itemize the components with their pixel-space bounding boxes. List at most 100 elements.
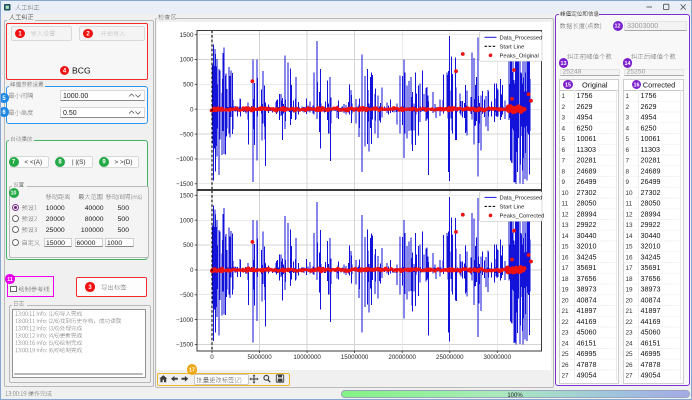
svg-text:5: 5 [562,136,566,143]
svg-text:0: 0 [210,354,214,361]
svg-text:49054: 49054 [641,371,661,380]
svg-text:22: 22 [562,319,570,326]
svg-text:10000: 10000 [46,205,65,212]
svg-text:6: 6 [2,110,6,116]
svg-text:40874: 40874 [577,295,597,304]
svg-text:9: 9 [562,179,566,186]
svg-text:1756: 1756 [641,91,657,100]
svg-text:Start Line: Start Line [500,205,525,211]
svg-text:4954: 4954 [577,113,593,122]
svg-text:16: 16 [562,254,570,261]
svg-text:13: 13 [561,61,567,67]
svg-text:27: 27 [562,373,570,380]
svg-text:11: 11 [7,277,13,283]
svg-text:18: 18 [626,276,634,283]
svg-text:14: 14 [562,233,570,240]
svg-text:46995: 46995 [641,349,661,358]
svg-text:2629: 2629 [577,102,593,111]
svg-text:500: 500 [183,242,194,249]
svg-text:25000: 25000 [46,227,65,234]
svg-text:17: 17 [626,265,634,272]
svg-text:37656: 37656 [577,274,597,283]
svg-text:16: 16 [626,254,634,261]
svg-text:20281: 20281 [577,156,597,165]
svg-text:25248: 25248 [563,68,582,75]
svg-text:1000: 1000 [107,240,122,247]
svg-text:12: 12 [562,212,570,219]
svg-text:24: 24 [562,340,570,347]
svg-text:28994: 28994 [577,210,597,219]
svg-text:25250: 25250 [627,68,646,75]
svg-text:500: 500 [118,227,130,234]
svg-text:2: 2 [626,104,630,111]
svg-text:33003000: 33003000 [627,23,658,30]
svg-text:27302: 27302 [577,188,597,197]
svg-text:10000000: 10000000 [293,354,321,361]
svg-text:6: 6 [562,147,566,154]
svg-text:1000: 1000 [180,217,194,224]
svg-text:−1500: −1500 [176,342,194,349]
svg-text:46995: 46995 [577,349,597,358]
svg-text:19: 19 [626,287,634,294]
svg-text:1: 1 [562,93,566,100]
svg-text:2629: 2629 [641,102,657,111]
svg-text:37656: 37656 [641,274,661,283]
svg-text:−500: −500 [179,131,193,138]
svg-text:9: 9 [102,160,106,166]
svg-text:21: 21 [562,308,570,315]
svg-text:23: 23 [626,330,634,337]
svg-text:15000: 15000 [46,240,65,247]
svg-text:500: 500 [183,82,194,89]
svg-text:26: 26 [626,362,634,369]
svg-text:2: 2 [562,104,566,111]
svg-text:40000: 40000 [85,205,104,212]
svg-text:10: 10 [11,190,17,196]
svg-text:28050: 28050 [577,199,597,208]
svg-text:0.50: 0.50 [63,110,77,117]
svg-text:38973: 38973 [577,285,597,294]
svg-text:29922: 29922 [577,220,597,229]
svg-text:24: 24 [626,340,634,347]
svg-text:7: 7 [562,158,566,165]
svg-text:17: 17 [562,265,570,272]
svg-text:−1500: −1500 [176,181,194,188]
svg-text:0: 0 [190,267,194,274]
svg-text:10: 10 [626,190,634,197]
svg-text:45060: 45060 [641,328,661,337]
svg-text:21: 21 [626,308,634,315]
svg-text:8: 8 [58,160,62,166]
svg-text:27: 27 [626,373,634,380]
svg-text:47878: 47878 [641,360,661,369]
svg-text:25: 25 [562,351,570,358]
svg-text:−500: −500 [179,292,193,299]
svg-text:6: 6 [626,147,630,154]
svg-text:26499: 26499 [641,177,661,186]
svg-text:32010: 32010 [577,242,597,251]
svg-text:Peaks_Corrected: Peaks_Corrected [500,214,545,220]
svg-text:10061: 10061 [577,134,597,143]
svg-text:27302: 27302 [641,188,661,197]
svg-text:1: 1 [626,93,630,100]
svg-text:40874: 40874 [641,295,661,304]
svg-text:44169: 44169 [641,317,661,326]
svg-text:23: 23 [562,330,570,337]
svg-text:47878: 47878 [577,360,597,369]
svg-text:46151: 46151 [577,338,597,347]
svg-text:24689: 24689 [577,167,597,176]
svg-text:30000000: 30000000 [484,354,512,361]
svg-text:11303: 11303 [577,145,596,154]
svg-text:4954: 4954 [641,113,657,122]
svg-text:20281: 20281 [641,156,661,165]
svg-text:11: 11 [562,201,569,208]
svg-text:10061: 10061 [641,134,661,143]
svg-text:11: 11 [626,201,633,208]
svg-text:1500: 1500 [180,32,194,39]
svg-text:0: 0 [190,106,194,113]
svg-text:6250: 6250 [577,124,593,133]
svg-text:44169: 44169 [577,317,597,326]
svg-text:24689: 24689 [641,167,661,176]
svg-text:4: 4 [626,126,630,133]
svg-text:15: 15 [565,82,571,88]
svg-text:14: 14 [626,233,634,240]
svg-text:25000000: 25000000 [436,354,464,361]
